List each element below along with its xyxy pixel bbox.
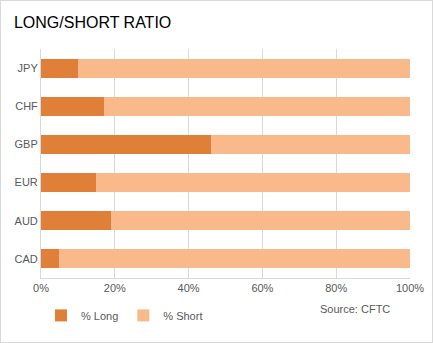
svg-text:40%: 40%	[178, 282, 200, 294]
svg-text:AUD: AUD	[15, 215, 38, 227]
svg-text:% Short: % Short	[163, 310, 202, 322]
svg-text:60%: 60%	[251, 282, 273, 294]
svg-text:GBP: GBP	[15, 138, 38, 150]
svg-text:CHF: CHF	[15, 100, 38, 112]
svg-text:CAD: CAD	[15, 253, 38, 265]
svg-text:80%: 80%	[325, 282, 347, 294]
svg-text:LONG/SHORT RATIO: LONG/SHORT RATIO	[14, 14, 171, 31]
svg-text:20%: 20%	[104, 282, 126, 294]
svg-text:EUR: EUR	[15, 176, 38, 188]
svg-text:0%: 0%	[33, 282, 49, 294]
svg-text:Source: CFTC: Source: CFTC	[320, 303, 390, 315]
svg-text:% Long: % Long	[81, 310, 118, 322]
svg-text:100%: 100%	[396, 282, 424, 294]
svg-text:JPY: JPY	[18, 62, 39, 74]
